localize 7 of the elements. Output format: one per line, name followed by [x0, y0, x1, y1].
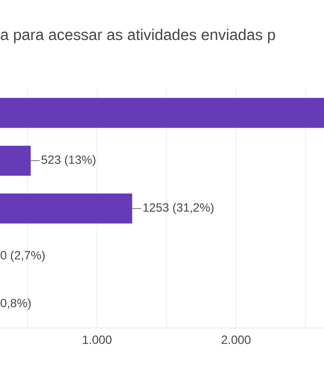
text: 0,8%)	[0, 298, 31, 310]
data-label: 523 (13%)	[41, 155, 96, 166]
x-tick-label: 2.000	[222, 336, 251, 344]
data-label: 1253 (31,2%)	[143, 202, 214, 214]
chart-title: a para acessar as atividades enviadas p	[0, 28, 276, 44]
x-tick-label: 1.000	[82, 336, 112, 344]
text: 0 (2,7%)	[0, 250, 45, 262]
